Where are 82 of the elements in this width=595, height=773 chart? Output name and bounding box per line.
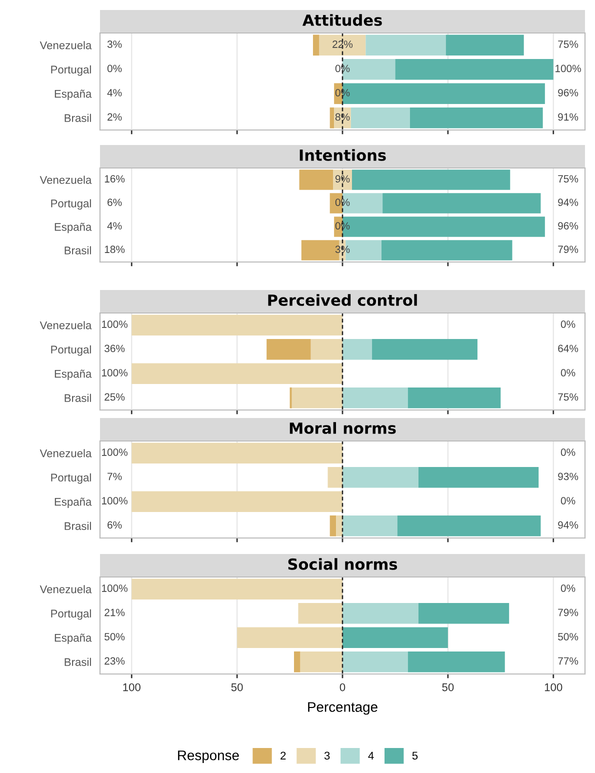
annotation: 94% bbox=[558, 521, 578, 529]
annotation: 4% bbox=[107, 89, 122, 96]
annotation: 96% bbox=[558, 222, 578, 230]
y-tick-label: Portugal bbox=[51, 609, 91, 620]
annotation: 18% bbox=[104, 246, 125, 254]
x-tick-label: 50 bbox=[442, 683, 454, 692]
annotation: 100% bbox=[556, 64, 581, 72]
annotation: 23% bbox=[104, 657, 125, 665]
annotation: 6% bbox=[108, 198, 122, 206]
annotation: 94% bbox=[558, 198, 578, 206]
y-tick-label: Brasil bbox=[64, 394, 91, 402]
chart-title: Intentions bbox=[300, 149, 386, 161]
annotation: 0% bbox=[560, 497, 576, 504]
legend-label: 3 bbox=[324, 752, 330, 760]
legend-label: 2 bbox=[280, 752, 286, 760]
annotation: 0% bbox=[335, 89, 350, 96]
annotation: 25% bbox=[104, 393, 125, 401]
annotation: 0% bbox=[560, 320, 576, 328]
x-axis-title: Percentage bbox=[308, 702, 378, 715]
legend-title: Response bbox=[178, 750, 239, 763]
annotation: 36% bbox=[104, 344, 125, 352]
y-tick-label: España bbox=[54, 222, 92, 234]
x-tick-label: 100 bbox=[544, 683, 562, 692]
annotation: 0% bbox=[107, 64, 122, 72]
chart-title: Perceived control bbox=[268, 294, 417, 306]
annotation: 100% bbox=[102, 584, 128, 592]
chart-title: Moral norms bbox=[290, 422, 396, 434]
y-tick-label: Portugal bbox=[51, 65, 91, 76]
annotation: 4% bbox=[107, 222, 122, 230]
annotation: 3% bbox=[335, 246, 350, 254]
y-tick-label: Venezuela bbox=[40, 176, 92, 184]
annotation: 100% bbox=[102, 497, 128, 504]
annotation: 0% bbox=[560, 448, 576, 456]
annotation: 7% bbox=[108, 472, 122, 480]
annotation: 77% bbox=[558, 657, 578, 665]
annotation: 100% bbox=[102, 320, 128, 328]
annotation: 3% bbox=[107, 40, 122, 48]
y-tick-label: Portugal bbox=[51, 345, 91, 356]
annotation: 0% bbox=[335, 198, 350, 206]
annotation: 79% bbox=[558, 608, 578, 616]
y-tick-label: Portugal bbox=[51, 473, 91, 484]
y-tick-label: Brasil bbox=[64, 522, 91, 530]
y-tick-label: Brasil bbox=[64, 658, 91, 666]
annotation: 8% bbox=[335, 113, 350, 121]
annotation: 100% bbox=[102, 369, 128, 376]
y-tick-label: Venezuela bbox=[40, 449, 92, 458]
annotation: 96% bbox=[558, 89, 578, 96]
x-tick-label: 0 bbox=[340, 683, 346, 692]
y-tick-label: Venezuela bbox=[40, 585, 92, 594]
annotation: 75% bbox=[558, 40, 578, 48]
y-tick-label: España bbox=[54, 634, 92, 644]
annotation: 50% bbox=[558, 633, 578, 640]
y-tick-label: Brasil bbox=[64, 246, 91, 254]
y-tick-label: España bbox=[54, 90, 92, 100]
annotation: 22% bbox=[332, 40, 353, 48]
y-tick-label: España bbox=[54, 370, 92, 380]
annotation: 79% bbox=[558, 246, 578, 254]
annotation: 93% bbox=[558, 472, 578, 480]
chart-title: Social norms bbox=[288, 558, 398, 570]
x-tick-label: 50 bbox=[231, 683, 243, 692]
annotation: 2% bbox=[108, 113, 122, 121]
y-tick-label: Brasil bbox=[64, 114, 91, 122]
annotation: 50% bbox=[104, 633, 125, 640]
annotation: 75% bbox=[558, 393, 578, 401]
y-tick-label: Portugal bbox=[51, 199, 91, 210]
legend-label: 5 bbox=[412, 752, 418, 760]
annotation: 0% bbox=[560, 369, 576, 376]
y-tick-label: Venezuela bbox=[40, 41, 92, 50]
x-tick-label: 100 bbox=[123, 683, 140, 692]
chart-title: Attitudes bbox=[302, 14, 382, 26]
y-tick-label: Venezuela bbox=[40, 321, 92, 330]
annotation: 0% bbox=[335, 222, 350, 230]
legend-label: 4 bbox=[368, 752, 374, 760]
annotation: 16% bbox=[104, 175, 125, 183]
annotation: 21% bbox=[104, 608, 125, 616]
annotation: 6% bbox=[108, 521, 122, 529]
annotation: 75% bbox=[558, 175, 578, 183]
annotation: 64% bbox=[558, 344, 578, 352]
annotation: 91% bbox=[558, 113, 578, 121]
annotation: 100% bbox=[102, 448, 128, 456]
annotation: 0% bbox=[560, 584, 576, 592]
y-tick-label: España bbox=[54, 498, 92, 508]
